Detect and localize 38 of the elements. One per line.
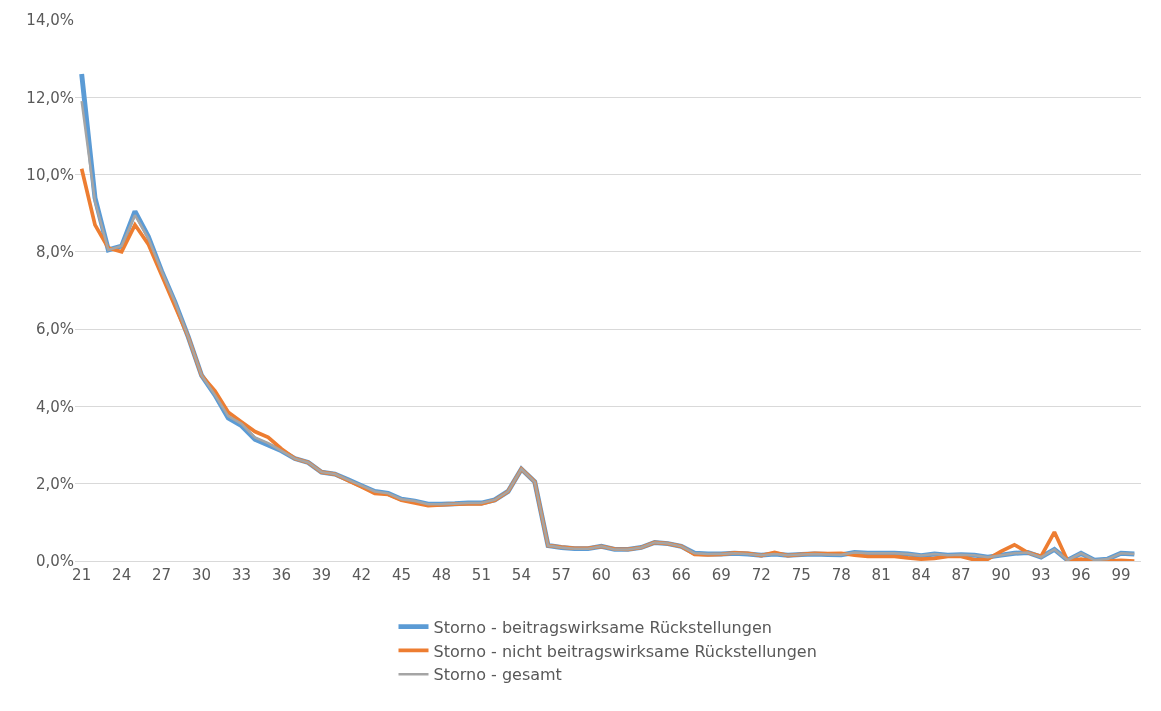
x-tick-label: 93 [1031,566,1051,584]
x-tick-label: 90 [991,566,1011,584]
x-tick-label: 48 [431,566,451,584]
x-tick-label: 42 [351,566,372,584]
x-tick-label: 39 [311,566,332,584]
x-tick-label: 75 [791,566,811,584]
y-tick-label: 14,0% [26,11,74,30]
x-tick-label: 30 [192,566,212,584]
x-tick-label: 60 [591,566,611,584]
legend-label: Storno - beitragswirksame Rückstellungen [433,617,772,637]
y-tick-label: 2,0% [35,474,74,493]
y-tick-label: 12,0% [26,88,74,107]
x-tick-label: 84 [911,566,931,584]
x-tick-label: 96 [1071,566,1091,584]
x-tick-label: 99 [1111,566,1131,584]
x-tick-label: 54 [511,566,531,584]
x-tick-label: 63 [631,566,651,584]
x-tick-label: 66 [671,566,691,584]
x-tick-label: 69 [711,566,731,584]
legend-label: Storno - gesamt [433,665,562,685]
x-tick-label: 36 [271,566,292,584]
x-tick-label: 24 [112,566,132,584]
x-tick-label: 21 [72,566,92,584]
x-tick-label: 45 [391,566,412,584]
y-tick-label: 10,0% [26,165,74,184]
x-tick-label: 51 [471,566,491,584]
legend-label: Storno - nicht beitragswirksame Rückstellungen [433,641,817,661]
x-tick-label: 72 [751,566,771,584]
x-tick-label: 57 [551,566,571,584]
x-tick-label: 81 [871,566,891,584]
y-tick-label: 8,0% [35,243,74,262]
y-tick-label: 0,0% [35,552,74,571]
y-tick-label: 4,0% [35,397,74,416]
x-tick-label: 33 [232,566,252,584]
x-tick-label: 27 [152,566,172,584]
x-tick-label: 78 [831,566,851,584]
y-tick-label: 6,0% [35,320,74,339]
x-tick-label: 87 [951,566,971,584]
